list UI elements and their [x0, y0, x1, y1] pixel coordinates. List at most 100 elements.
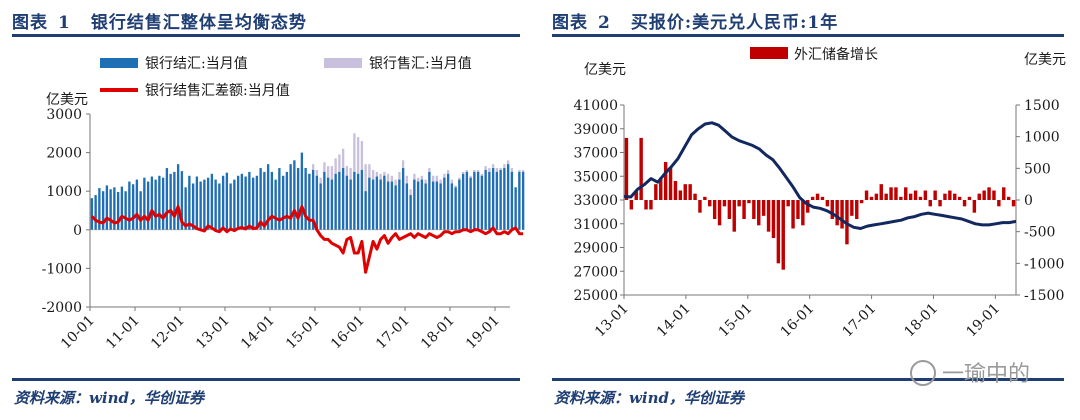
bar	[757, 200, 761, 226]
bar	[161, 177, 165, 230]
bar	[251, 177, 255, 230]
bar	[624, 137, 629, 200]
bar	[401, 168, 405, 230]
bar	[510, 171, 514, 230]
bar	[673, 181, 678, 200]
bar	[771, 200, 776, 238]
bar	[154, 179, 157, 230]
bar	[953, 193, 957, 200]
bar	[413, 179, 416, 230]
bar	[488, 171, 491, 230]
x-tick-label: 15-01	[716, 301, 756, 341]
bar	[688, 184, 692, 200]
bar	[431, 181, 435, 230]
legend-label: 外汇储备增长	[794, 46, 878, 63]
bar	[349, 179, 352, 230]
bar	[124, 191, 127, 230]
bar	[506, 164, 510, 230]
bar	[116, 191, 120, 230]
bar	[683, 184, 687, 200]
title-rule	[552, 34, 1064, 37]
bar	[165, 168, 169, 230]
bar	[184, 187, 187, 230]
bar	[454, 187, 457, 230]
bar	[654, 184, 658, 200]
bar	[806, 200, 810, 213]
bar	[458, 179, 461, 230]
bar	[659, 177, 663, 200]
bar	[218, 183, 221, 230]
bar	[480, 175, 484, 230]
bar	[518, 171, 521, 230]
bar	[334, 173, 337, 230]
bar	[98, 188, 101, 230]
series-line	[623, 121, 1017, 230]
y-tick-label: 33000	[573, 193, 618, 209]
bar	[203, 179, 206, 230]
bar	[270, 171, 274, 230]
bar	[450, 183, 454, 230]
bar	[405, 183, 409, 230]
y-tick-label: -2000	[42, 300, 82, 316]
bar	[894, 187, 898, 200]
bar	[289, 164, 292, 230]
bar	[1006, 196, 1011, 200]
bar	[353, 171, 356, 230]
bar	[285, 171, 289, 230]
bar	[424, 183, 427, 230]
bar	[747, 200, 751, 204]
bar	[874, 193, 879, 200]
bar	[341, 168, 345, 230]
bar	[825, 200, 830, 207]
y-tick-label: 41000	[573, 98, 618, 114]
wechat-icon	[910, 360, 936, 386]
bar	[293, 160, 296, 230]
bar	[338, 171, 341, 230]
y-tick-label: 29000	[573, 241, 618, 257]
bar	[143, 177, 146, 230]
bar	[176, 164, 180, 230]
bar	[379, 179, 382, 230]
bar	[727, 200, 732, 219]
bar	[644, 200, 648, 210]
bar	[439, 183, 442, 230]
bar	[195, 176, 199, 230]
bar	[420, 179, 424, 230]
y-tick-label: 0	[73, 223, 82, 239]
bar	[722, 200, 727, 207]
bar	[221, 175, 225, 230]
bar	[236, 175, 240, 230]
bar	[908, 193, 913, 200]
bar	[169, 173, 172, 230]
y-tick-label: 1500	[1024, 98, 1060, 114]
bar	[830, 200, 834, 219]
bar	[484, 169, 487, 230]
y-tick-label: 2000	[46, 146, 82, 162]
bar	[884, 193, 888, 200]
bar	[904, 187, 908, 200]
y-tick-label: -1000	[1024, 256, 1064, 272]
bar	[503, 168, 506, 230]
bar	[255, 175, 259, 230]
x-tick-label: 15-01	[283, 313, 323, 353]
bar	[131, 184, 135, 230]
bar	[889, 187, 893, 200]
bar	[113, 187, 116, 230]
bar	[266, 164, 270, 230]
bar	[972, 200, 977, 213]
bar	[703, 196, 707, 200]
y-tick-label: 3000	[46, 107, 82, 123]
y-tick-label: -1000	[42, 261, 82, 277]
y-tick-label: -1500	[1024, 288, 1064, 304]
bar	[446, 173, 450, 230]
bar	[982, 190, 986, 200]
bar	[173, 171, 176, 230]
y-tick-label: 27000	[573, 264, 618, 280]
bar	[323, 171, 326, 230]
bar	[869, 196, 874, 200]
bar	[356, 173, 360, 230]
bar	[390, 181, 394, 230]
bar	[240, 173, 244, 230]
bar	[319, 183, 322, 230]
bar	[128, 181, 131, 230]
